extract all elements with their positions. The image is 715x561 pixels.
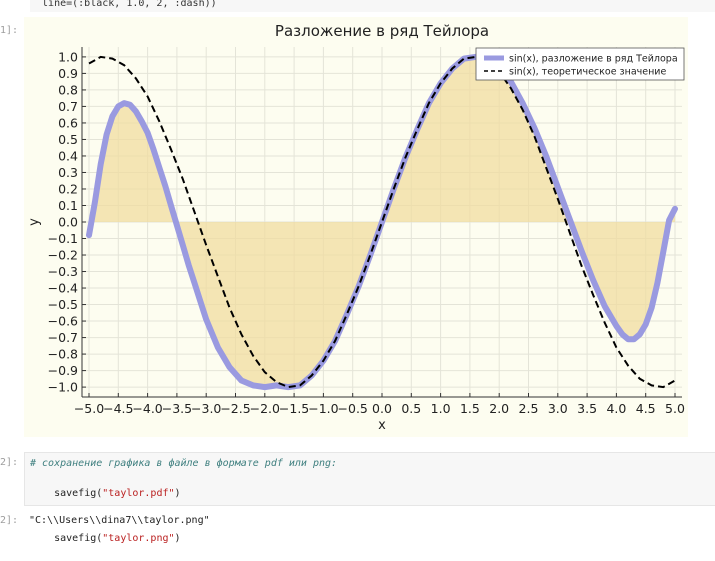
x-tick-label: −4.5 bbox=[103, 401, 133, 416]
x-tick-label: 4.5 bbox=[636, 401, 656, 416]
y-tick-label: 0.8 bbox=[58, 82, 78, 97]
y-axis-label: y bbox=[27, 218, 42, 226]
code-comment: # сохранение графика в файле в формате p… bbox=[30, 458, 338, 469]
code-line: line=(:black, 1.0, 2, :dash)) bbox=[30, 0, 217, 9]
x-tick-label: −3.5 bbox=[162, 401, 192, 416]
y-tick-label: −0.3 bbox=[48, 264, 78, 279]
y-tick-label: −0.4 bbox=[48, 281, 78, 296]
y-tick-label: −0.6 bbox=[48, 314, 78, 329]
x-tick-label: −2.5 bbox=[220, 401, 250, 416]
y-tick-label: 1.0 bbox=[58, 49, 78, 64]
x-tick-label: 3.0 bbox=[548, 401, 568, 416]
code-cell-fragment[interactable]: line=(:black, 1.0, 2, :dash)) bbox=[30, 0, 715, 12]
axes-layer: Разложение в ряд Тейлора −5.0−4.5−4.0−3.5… bbox=[27, 22, 685, 433]
y-tick-label: −0.9 bbox=[48, 363, 78, 378]
y-tick-label: 0.1 bbox=[58, 198, 78, 213]
y-tick-label: 0.6 bbox=[58, 115, 78, 130]
legend-label-theoretical: sin(x), теоретическое значение bbox=[509, 67, 666, 78]
x-tick-label: −1.0 bbox=[308, 401, 338, 416]
x-tick-label: −1.5 bbox=[279, 401, 309, 416]
y-tick-label: −0.5 bbox=[48, 297, 78, 312]
y-tick-label: 0.7 bbox=[58, 99, 78, 114]
x-tick-label: −4.0 bbox=[132, 401, 162, 416]
y-tick-label: 0.9 bbox=[58, 66, 78, 81]
output-text: "C:\\Users\\dina7\\taylor.png" bbox=[29, 515, 210, 526]
series-layer bbox=[86, 53, 678, 391]
y-tick-label: 0.2 bbox=[58, 181, 78, 196]
y-tick-label: 0.0 bbox=[58, 215, 78, 230]
legend-box bbox=[475, 47, 685, 81]
legend: sin(x), разложение в ряд Тейлора sin(x), … bbox=[475, 47, 685, 81]
plot-output: Разложение в ряд Тейлора −5.0 −4.5 −4.0 −3.5… bbox=[24, 17, 688, 437]
code-fn: savefig( bbox=[54, 533, 103, 544]
x-tick-label: 1.5 bbox=[460, 401, 480, 416]
x-tick-label: −2.0 bbox=[250, 401, 280, 416]
x-tick-label: 0.0 bbox=[372, 401, 392, 416]
legend-label-taylor: sin(x), разложение в ряд Тейлора bbox=[509, 54, 678, 65]
x-tick-label: −5.0 bbox=[74, 401, 104, 416]
y-tick-label: −0.8 bbox=[48, 347, 78, 362]
series-fill bbox=[89, 56, 675, 388]
y-tick-label: −0.7 bbox=[48, 330, 78, 345]
x-tick-label: 1.0 bbox=[431, 401, 451, 416]
code-cell-save[interactable]: # сохранение графика в файле в формате p… bbox=[24, 452, 715, 544]
chart-svg: Разложение в ряд Тейлора −5.0−4.5−4.0−3.5… bbox=[27, 22, 685, 433]
y-tick-label: −0.2 bbox=[48, 248, 78, 263]
code-paren: ) bbox=[174, 488, 181, 499]
x-tick-label: 4.0 bbox=[606, 401, 626, 416]
cell-prompt: 1]: bbox=[0, 25, 19, 36]
x-axis-label: x bbox=[378, 418, 386, 433]
code-fn: savefig( bbox=[54, 488, 103, 499]
x-tick-label: 2.5 bbox=[519, 401, 539, 416]
fill-layer bbox=[89, 56, 675, 388]
code-line: savefig("taylor.pdf") bbox=[25, 471, 715, 516]
y-tick-label: −0.1 bbox=[48, 231, 78, 246]
output-prompt: 2]: bbox=[0, 515, 19, 526]
y-tick-label: 0.5 bbox=[58, 132, 78, 147]
code-string: "taylor.png" bbox=[102, 533, 175, 544]
code-string: "taylor.pdf" bbox=[102, 488, 175, 499]
x-tick-label: 2.0 bbox=[489, 401, 509, 416]
cell-prompt: 2]: bbox=[0, 457, 19, 468]
x-tick-label: −3.0 bbox=[191, 401, 221, 416]
chart-title: Разложение в ряд Тейлора bbox=[275, 22, 489, 40]
x-tick-label: 0.5 bbox=[401, 401, 421, 416]
y-tick-label: −1.0 bbox=[48, 380, 78, 395]
x-tick-label: 3.5 bbox=[577, 401, 597, 416]
y-tick-label: 0.4 bbox=[58, 148, 78, 163]
series-line-theoretical bbox=[88, 55, 676, 389]
y-tick-label: 0.3 bbox=[58, 165, 78, 180]
x-tick-label: 5.0 bbox=[665, 401, 685, 416]
x-tick-label: −0.5 bbox=[338, 401, 368, 416]
code-paren: ) bbox=[174, 533, 181, 544]
